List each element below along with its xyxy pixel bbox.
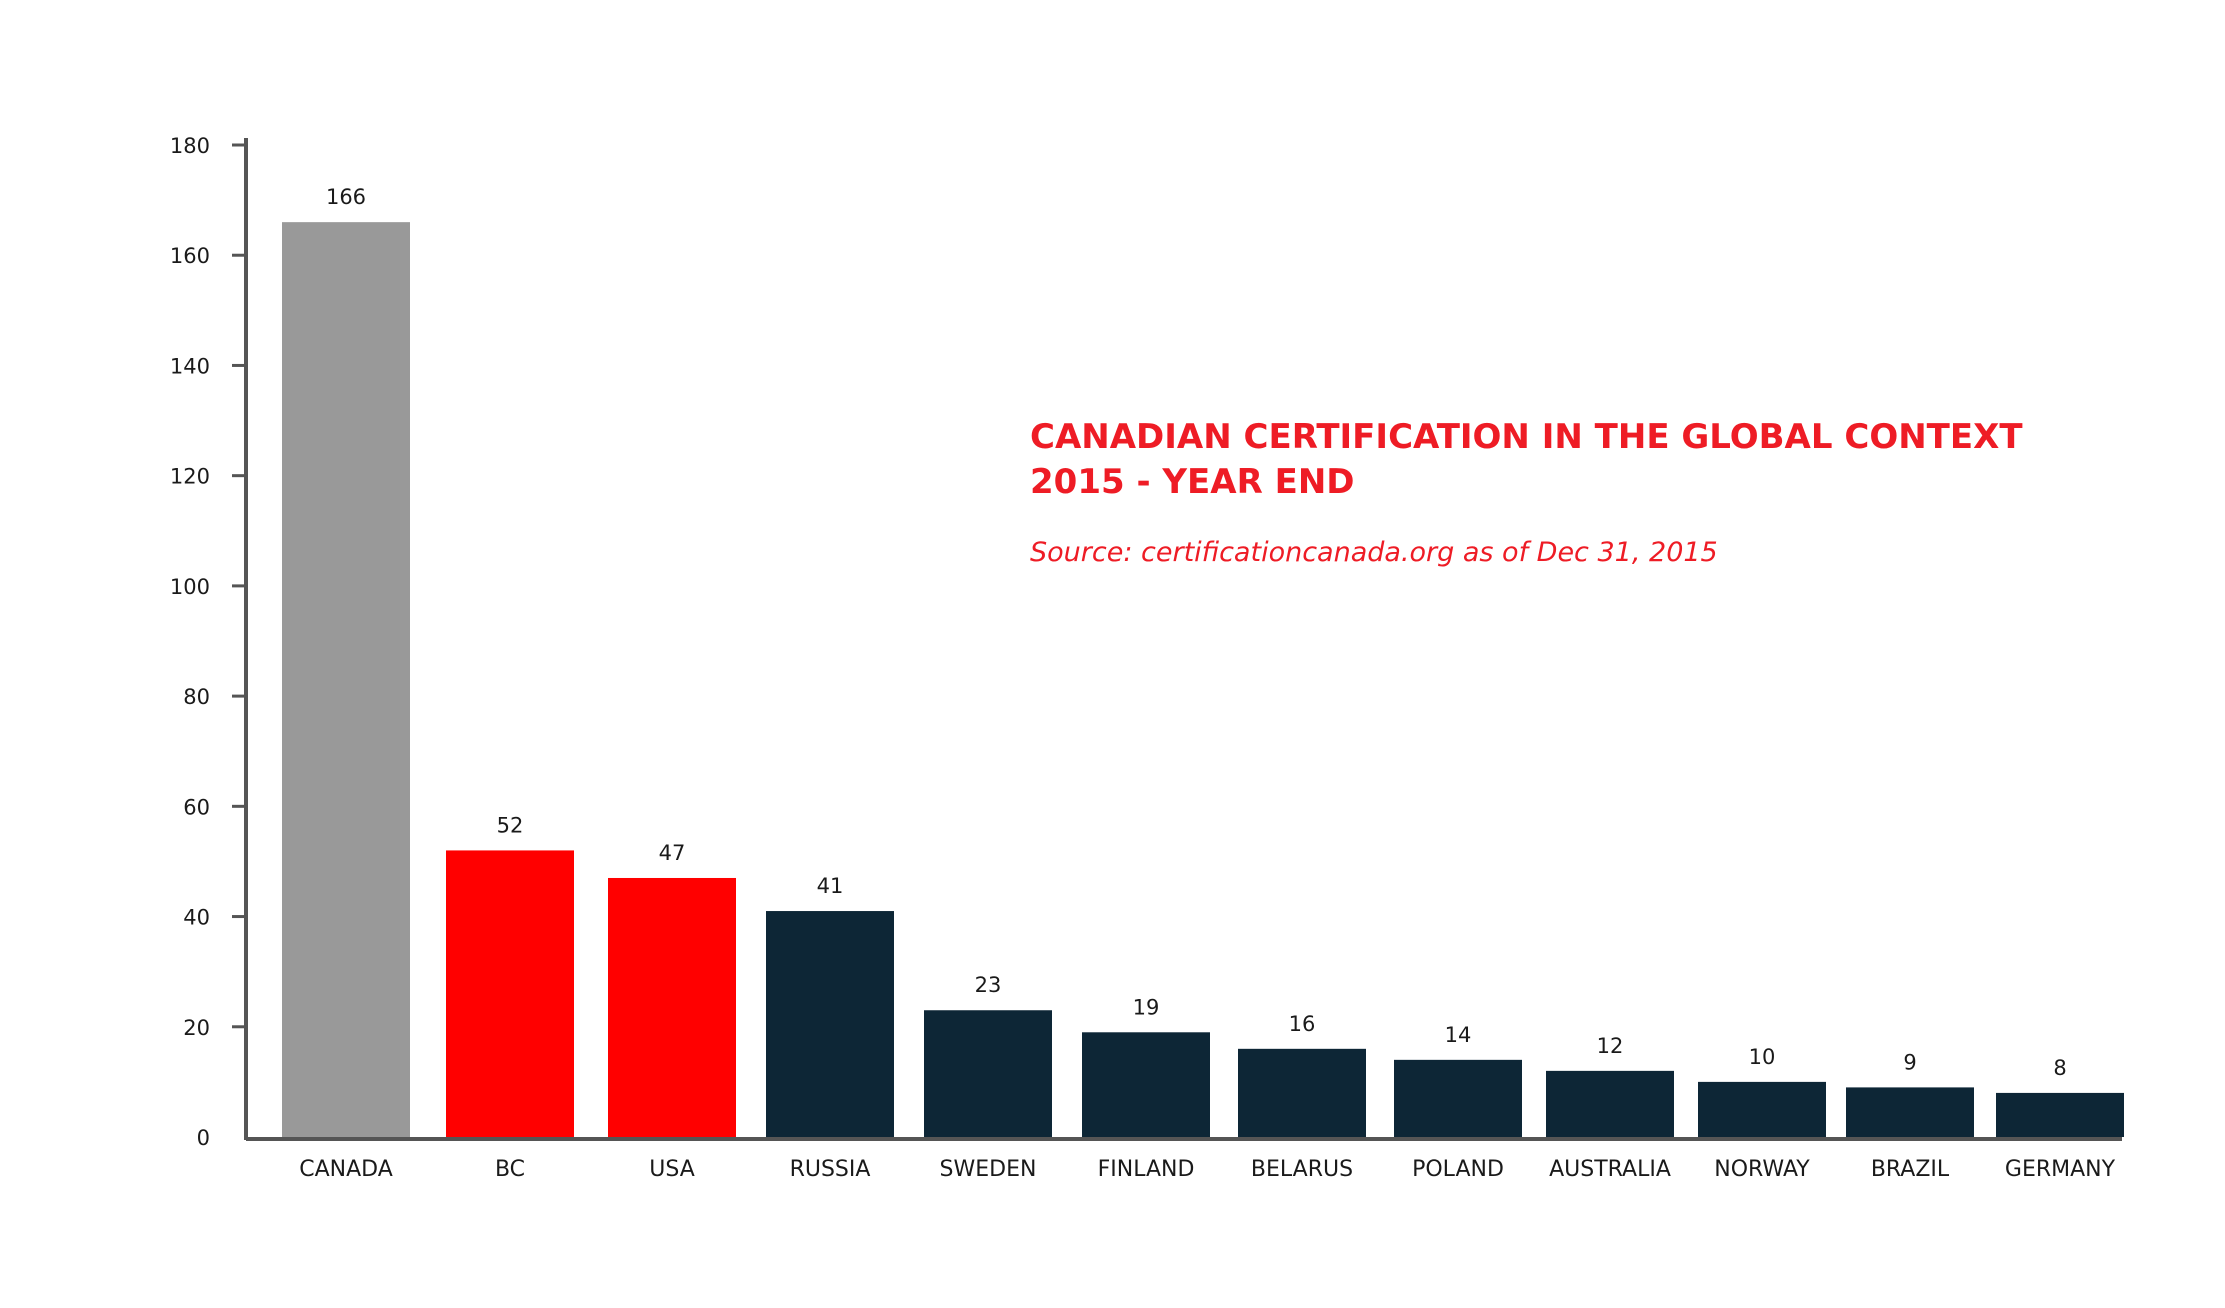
bar-sweden <box>924 1010 1052 1137</box>
bar-australia <box>1546 1070 1674 1137</box>
bar-norway <box>1698 1081 1826 1137</box>
y-tick-label: 0 <box>197 1126 210 1150</box>
axes <box>244 138 2122 1141</box>
bar-usa <box>608 877 736 1137</box>
data-label: 47 <box>659 841 686 865</box>
data-label: 8 <box>2053 1056 2066 1080</box>
category-label: SWEDEN <box>940 1157 1037 1182</box>
data-label: 16 <box>1289 1012 1316 1036</box>
y-tick-label: 100 <box>170 575 210 599</box>
data-label: 10 <box>1749 1045 1776 1069</box>
category-label: BRAZIL <box>1871 1157 1950 1182</box>
data-label: 19 <box>1133 995 1160 1019</box>
y-tick-label: 160 <box>170 244 210 268</box>
category-label: BELARUS <box>1251 1157 1353 1182</box>
chart-subtitle: 2015 - YEAR END <box>1030 462 1355 502</box>
bar-poland <box>1394 1059 1522 1137</box>
category-label: GERMANY <box>2005 1157 2116 1182</box>
bar-bc <box>446 850 574 1137</box>
chart-title-block: CANADIAN CERTIFICATION IN THE GLOBAL CON… <box>1030 417 2023 568</box>
y-tick-label: 80 <box>183 685 210 709</box>
category-label: NORWAY <box>1714 1157 1810 1182</box>
y-tick-label: 40 <box>183 906 210 930</box>
bar-canada <box>282 222 410 1138</box>
category-label: FINLAND <box>1098 1157 1195 1182</box>
y-tick-label: 140 <box>170 354 210 378</box>
y-tick-label: 120 <box>170 465 210 489</box>
data-label: 166 <box>326 185 366 209</box>
category-label: BC <box>495 1157 525 1182</box>
data-label: 12 <box>1597 1034 1624 1058</box>
category-label: USA <box>649 1157 695 1182</box>
y-tick-label: 60 <box>183 795 210 819</box>
chart-title: CANADIAN CERTIFICATION IN THE GLOBAL CON… <box>1030 417 2023 457</box>
category-label: RUSSIA <box>790 1157 871 1182</box>
data-label: 52 <box>497 813 524 837</box>
bar-russia <box>766 911 894 1137</box>
category-label: POLAND <box>1412 1157 1504 1182</box>
data-labels: 166 52 47 41 23 19 16 14 12 10 9 8 <box>326 185 2067 1080</box>
category-labels: CANADA BC USA RUSSIA SWEDEN FINLAND BELARUS POL… <box>299 1157 2115 1182</box>
category-label: AUSTRALIA <box>1549 1157 1671 1182</box>
bar-finland <box>1082 1032 1210 1137</box>
bar-germany <box>1996 1092 2124 1137</box>
y-tick-label: 20 <box>183 1016 210 1040</box>
data-label: 14 <box>1445 1023 1472 1047</box>
bars <box>282 222 2124 1138</box>
data-label: 23 <box>975 973 1002 997</box>
category-label: CANADA <box>299 1157 393 1182</box>
bar-brazil <box>1846 1087 1974 1137</box>
chart-source: Source: certificationcanada.org as of De… <box>1030 537 1718 568</box>
y-ticks: 0 20 40 60 80 100 120 140 160 180 <box>170 134 246 1150</box>
data-label: 41 <box>817 874 844 898</box>
y-tick-label: 180 <box>170 134 210 158</box>
data-label: 9 <box>1903 1050 1916 1074</box>
bar-belarus <box>1238 1048 1366 1137</box>
